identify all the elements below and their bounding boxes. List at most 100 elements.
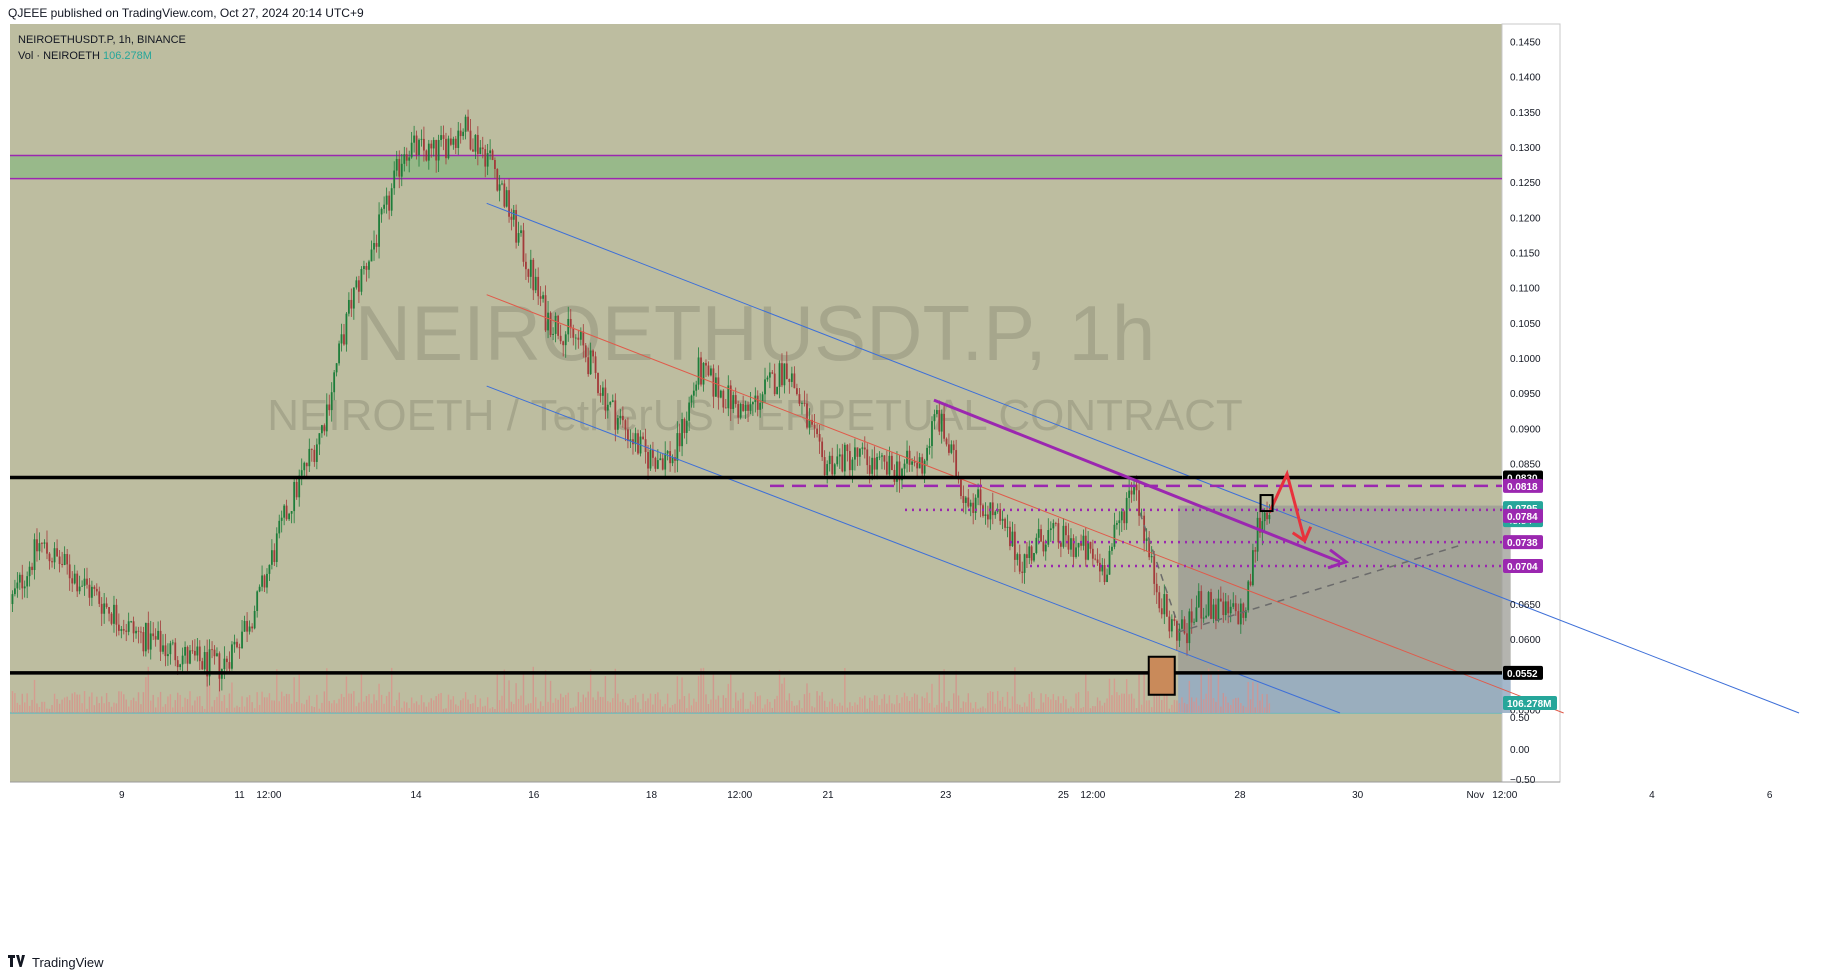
price-label-text: 0.0784 — [1507, 512, 1538, 523]
volume-bar — [1035, 708, 1038, 713]
candle — [1096, 548, 1099, 566]
price-label-teal-volume[interactable]: 106.278M — [1503, 696, 1557, 710]
volume-bar — [283, 696, 285, 713]
candle-body — [634, 433, 637, 445]
candle — [727, 375, 730, 417]
candle — [238, 643, 241, 659]
volume-bar — [313, 707, 316, 713]
volume-bar — [936, 704, 938, 713]
volume-bar — [298, 672, 300, 713]
candle — [1193, 618, 1195, 626]
volume-bar — [486, 697, 489, 713]
candle-body — [744, 404, 747, 411]
descending-trendline[interactable] — [933, 398, 1341, 564]
candle-body — [702, 362, 705, 385]
candle — [113, 595, 115, 633]
candle-body — [423, 138, 425, 151]
zigzag-arrow-head[interactable] — [1291, 526, 1313, 543]
volume-bar — [918, 708, 921, 713]
volume-bar — [132, 697, 135, 713]
candle-body — [1047, 530, 1050, 545]
price-label-purple[interactable]: 0.0738 — [1503, 535, 1543, 550]
resistance-zone[interactable] — [10, 155, 1502, 179]
volume-bar — [1181, 697, 1183, 713]
candle-body — [310, 448, 313, 450]
candle-body — [81, 585, 83, 587]
candle-body — [28, 566, 31, 577]
volume-bar — [1042, 702, 1045, 713]
price-label-purple[interactable]: 0.0818 — [1503, 478, 1543, 493]
candle-body — [1113, 524, 1116, 547]
candle-body — [375, 243, 378, 247]
candle-body — [1224, 601, 1227, 616]
footer-brand[interactable]: TradingView — [8, 955, 104, 970]
candle — [1138, 480, 1140, 526]
candle-body — [355, 280, 358, 288]
candle-body — [393, 170, 396, 189]
price-label-bg — [1503, 508, 1543, 523]
candle-body — [841, 454, 844, 472]
candle — [479, 140, 482, 155]
candle — [714, 372, 717, 398]
candle — [1021, 561, 1024, 584]
channel-lower-line[interactable] — [486, 385, 1341, 714]
candle — [501, 180, 503, 186]
volume-bar — [1230, 705, 1232, 713]
candle — [945, 437, 948, 447]
candle-body — [18, 574, 21, 583]
candle-body — [98, 591, 101, 604]
candle — [1042, 535, 1045, 557]
volume-bar — [1075, 693, 1077, 713]
candle — [430, 140, 433, 158]
projection-dashed-up[interactable] — [1177, 543, 1464, 633]
candle-body — [300, 470, 303, 476]
candle-body — [68, 564, 71, 579]
volume-bar — [752, 704, 754, 713]
projection-dashed-down[interactable] — [1139, 512, 1179, 626]
candle-body — [501, 183, 503, 185]
volume-bar — [221, 701, 223, 713]
candle — [132, 616, 135, 643]
candle — [527, 268, 530, 283]
price-label-purple[interactable]: 0.0784 — [1503, 508, 1543, 523]
entry-marker-box[interactable] — [1259, 494, 1274, 513]
candle — [717, 365, 720, 410]
projection-zigzag[interactable] — [1268, 469, 1307, 542]
volume-bar — [130, 700, 132, 713]
channel-upper-line[interactable] — [486, 202, 1800, 714]
volume-bar — [169, 694, 172, 713]
price-label-purple[interactable]: 0.0704 — [1503, 559, 1543, 574]
volume-bar — [766, 699, 769, 713]
volume-bar — [537, 708, 539, 713]
projection-profit-box[interactable] — [1178, 505, 1511, 673]
candle-body — [243, 620, 246, 632]
candle — [790, 366, 793, 388]
volume-bar — [761, 708, 764, 713]
candle — [440, 125, 442, 147]
candle — [494, 157, 496, 179]
candle — [410, 131, 413, 159]
volume-bar — [19, 704, 21, 713]
price-tick-label: 0.1050 — [1510, 319, 1541, 330]
low-marker-box[interactable] — [1147, 655, 1176, 696]
trendline-arrow-head[interactable] — [1327, 548, 1350, 570]
volume-bar — [1183, 702, 1186, 713]
candle-body — [656, 460, 659, 469]
time-tick-label: 11 — [234, 790, 245, 801]
candle — [606, 393, 609, 419]
candle — [258, 584, 261, 593]
candle — [11, 590, 14, 613]
channel-middle-line[interactable] — [486, 294, 1564, 714]
candle — [1040, 524, 1042, 542]
candle — [26, 571, 29, 599]
volume-bar — [343, 697, 345, 713]
price-label-black[interactable]: 0.0552 — [1503, 665, 1543, 680]
candle — [522, 222, 525, 267]
candle-body — [614, 400, 617, 430]
volume-bar — [878, 705, 881, 713]
tradingview-brand-text: TradingView — [32, 955, 104, 970]
candle — [1037, 518, 1040, 545]
candle — [1234, 595, 1237, 616]
volume-bar — [33, 679, 36, 713]
